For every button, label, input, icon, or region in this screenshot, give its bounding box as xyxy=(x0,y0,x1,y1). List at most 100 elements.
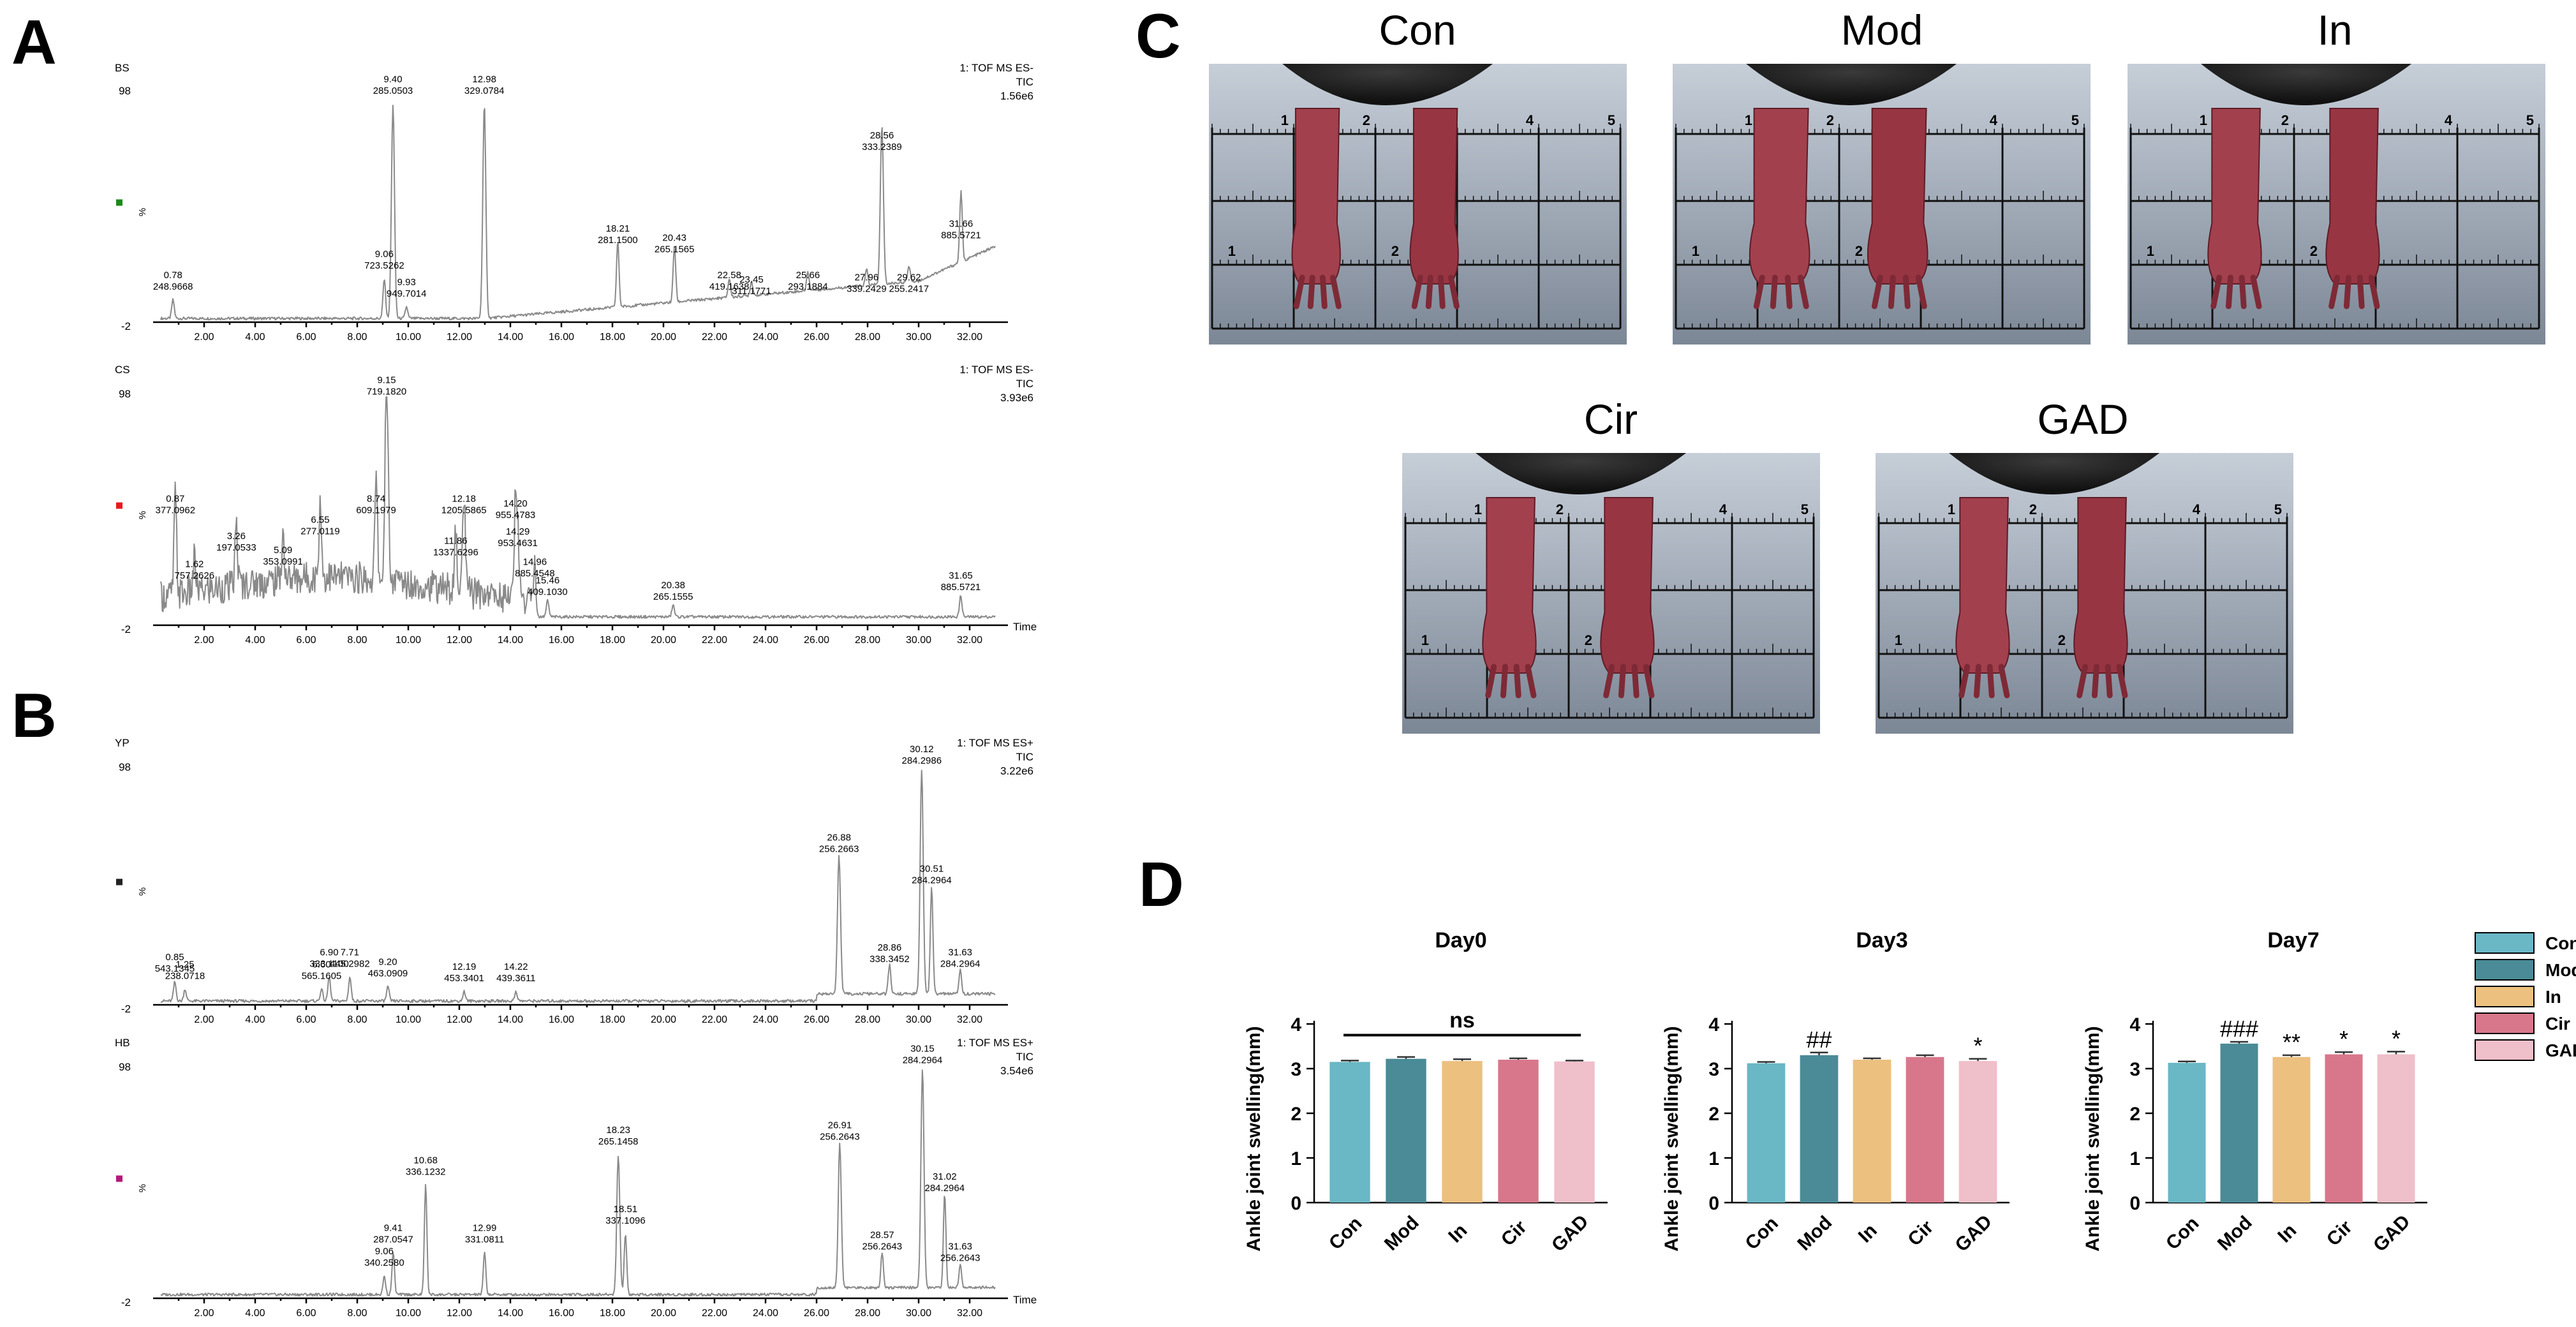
ruler-number: 4 xyxy=(2445,112,2453,128)
peak-mz-label: 955.4783 xyxy=(496,510,536,521)
peak-mz-label: 255.2417 xyxy=(889,283,929,294)
time-tick-label: 16.00 xyxy=(549,1014,574,1025)
category-label: In xyxy=(2274,1220,2300,1247)
trace-header-line: TIC xyxy=(1016,378,1033,390)
category-label: GAD xyxy=(1548,1211,1592,1256)
peak-rt-label: 30.12 xyxy=(910,744,934,755)
category-label: Mod xyxy=(2214,1212,2256,1255)
peak-rt-label: 8.74 xyxy=(367,494,385,505)
mouse-toe xyxy=(2250,274,2262,309)
ruler-number: 4 xyxy=(1990,112,1998,128)
time-tick-label: 10.00 xyxy=(396,332,421,343)
peak-rt-label: 6.90 xyxy=(320,947,338,958)
bar-con xyxy=(2168,1062,2206,1203)
peak-mz-label: 238.0718 xyxy=(165,970,205,981)
trace-header-line: 3.22e6 xyxy=(1000,765,1033,777)
time-axis-label: Time xyxy=(1013,1294,1037,1306)
mouse-toe xyxy=(1500,664,1508,699)
photo-group-label: Mod xyxy=(1841,6,1923,54)
peak-rt-label: 9.93 xyxy=(397,277,416,288)
peak-rt-label: 12.18 xyxy=(452,494,476,505)
time-tick-label: 24.00 xyxy=(753,635,778,646)
peak-rt-label: 12.19 xyxy=(452,961,477,972)
peak-rt-label: 15.46 xyxy=(536,575,560,586)
mouse-paw xyxy=(1482,497,1537,674)
time-tick-label: 30.00 xyxy=(906,332,931,343)
peak-rt-label: 0.85 xyxy=(165,952,184,963)
peak-rt-label: 9.06 xyxy=(375,249,394,260)
ruler-number: 5 xyxy=(1608,112,1615,128)
significance-label: ### xyxy=(2220,1016,2258,1042)
mouse-toe xyxy=(1437,274,1446,309)
ruler-number: 1 xyxy=(1692,243,1699,259)
time-tick-label: 12.00 xyxy=(447,1308,472,1319)
peak-rt-label: 14.96 xyxy=(523,556,547,567)
chart-title: Day7 xyxy=(2267,928,2319,953)
peak-mz-label: 284.2964 xyxy=(912,875,952,886)
y-min-label: -2 xyxy=(121,1003,131,1015)
y-max-label: 98 xyxy=(119,761,131,773)
y-axis-label: % xyxy=(137,511,148,519)
mouse-toe xyxy=(1603,664,1615,699)
panel-b: B YP 98 -2% 1: TOF MS ES+ TIC 3.22e6 2.00 4.00 6… xyxy=(11,680,1037,1319)
time-tick-label: 14.00 xyxy=(498,1308,523,1319)
peak-rt-label: 0.87 xyxy=(166,494,184,505)
peak-rt-label: 14.20 xyxy=(503,498,528,509)
ruler-number: 2 xyxy=(1855,243,1863,259)
peak-rt-label: 25.66 xyxy=(796,270,820,281)
mouse-toe xyxy=(2343,274,2351,309)
trace-header-line: TIC xyxy=(1016,1051,1033,1063)
peak-mz-label: 285.0503 xyxy=(373,85,413,96)
peak-mz-label: 256.2643 xyxy=(862,1241,903,1252)
time-tick-label: 26.00 xyxy=(804,635,829,646)
peak-mz-label: 1205.5865 xyxy=(441,505,487,516)
ruler-number: 5 xyxy=(2071,112,2079,128)
y-axis-label: Ankle joint swelling(mm) xyxy=(2082,1026,2103,1251)
peak-mz-label: 543.1345 xyxy=(155,963,195,974)
time-tick-label: 22.00 xyxy=(702,332,727,343)
legend: Con Mod In Cir GAD xyxy=(2475,932,2576,1061)
mouse-toe xyxy=(1307,274,1315,309)
photo-group-label: Cir xyxy=(1584,396,1638,443)
peak-rt-label: 30.15 xyxy=(910,1043,935,1054)
ruler-number: 2 xyxy=(2058,632,2066,648)
peak-mz-label: 353.0991 xyxy=(263,556,303,567)
peak-mz-label: 445.2982 xyxy=(330,959,370,970)
peak-rt-label: 31.65 xyxy=(949,570,973,581)
trace-header-line: TIC xyxy=(1016,751,1033,763)
peak-mz-label: 885.5721 xyxy=(941,230,981,241)
peak-mz-label: 265.1565 xyxy=(655,244,695,255)
sample-label: BS xyxy=(115,62,130,74)
mouse-toe xyxy=(1902,274,1911,309)
panel-letter-b: B xyxy=(11,680,57,750)
ruler-number: 1 xyxy=(1948,501,1955,517)
panel-letter-a: A xyxy=(11,7,57,77)
mouse-toe xyxy=(1411,274,1423,309)
peak-rt-label: 26.88 xyxy=(827,833,851,843)
time-tick-label: 22.00 xyxy=(702,1014,727,1025)
mouse-paw xyxy=(2325,108,2380,285)
y-axis-label: % xyxy=(137,1184,148,1192)
time-tick-label: 2.00 xyxy=(194,332,214,343)
ruler-number: 2 xyxy=(1391,243,1399,259)
peak-rt-label: 30.51 xyxy=(920,863,944,874)
peak-mz-label: 336.1232 xyxy=(406,1166,446,1177)
peak-rt-label: 29.62 xyxy=(897,272,921,283)
peak-mz-label: 333.1100 xyxy=(309,959,348,970)
peak-mz-label: 338.3452 xyxy=(870,954,910,965)
time-tick-label: 14.00 xyxy=(498,332,523,343)
peak-mz-label: 284.2986 xyxy=(902,755,942,766)
mouse-body xyxy=(1949,453,2160,494)
peak-mz-label: 311.1771 xyxy=(732,286,771,297)
peak-mz-label: 565.1605 xyxy=(302,970,342,981)
mouse-body xyxy=(2201,64,2412,105)
peak-rt-label: 7.71 xyxy=(341,947,359,958)
trace-color-marker xyxy=(116,1175,122,1182)
mouse-toe xyxy=(2368,274,2380,309)
peak-mz-label: 723.5262 xyxy=(364,260,404,271)
time-tick-label: 18.00 xyxy=(600,635,625,646)
mouse-toe xyxy=(2210,274,2223,309)
y-max-label: 98 xyxy=(119,1061,131,1073)
peak-rt-label: 6.55 xyxy=(311,515,329,526)
peak-rt-label: 9.06 xyxy=(375,1246,394,1257)
